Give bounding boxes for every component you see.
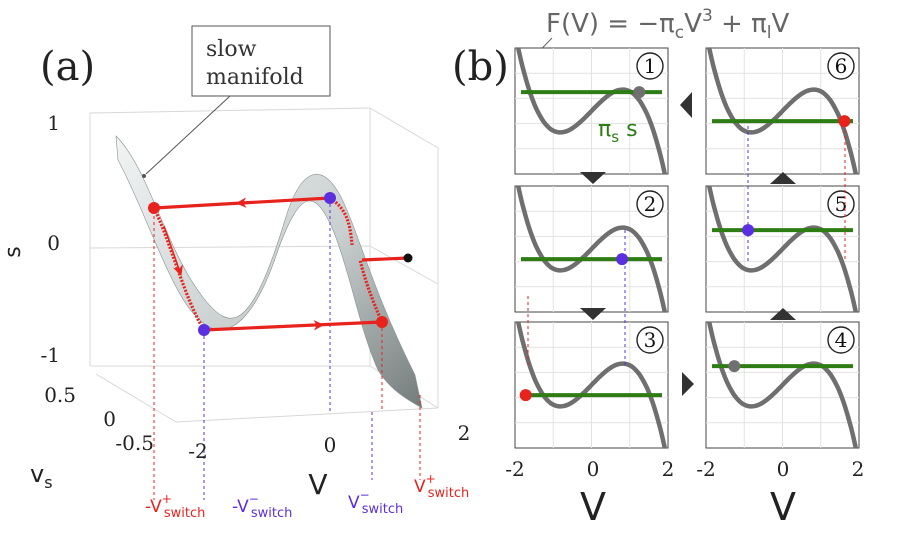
formula: F(V) = −πcV3 + πlV [546, 6, 789, 43]
switch-label-neg-plus: -V+ switch [145, 492, 205, 521]
x-tick-0: 0 [324, 433, 337, 457]
cubic-curve [515, 322, 668, 448]
callout-line-2: manifold [206, 65, 304, 90]
z-tick-0: 0 [47, 231, 60, 255]
state-marker [728, 360, 741, 373]
subplot-3: 3 [514, 321, 669, 449]
arrow-5-to-6 [770, 172, 796, 184]
step-number: 6 [835, 54, 848, 78]
subplots-group: 1 2 3 4 5 6 [514, 47, 860, 449]
panel-a-label: (a) [40, 44, 95, 90]
callout-pointer [145, 95, 231, 175]
step-number-circle [636, 52, 664, 80]
arrow-6-to-1 [680, 92, 692, 118]
switch-label-neg-minus: -V− switch [232, 492, 292, 521]
step-number-circle [827, 190, 855, 218]
step-number-circle [636, 190, 664, 218]
arrow-2-to-3 [580, 308, 606, 320]
callout-line-1: slow [206, 37, 257, 62]
b-left-x-axis-label: V [580, 485, 606, 529]
z-axis-label: s [1, 246, 26, 257]
cubic-curve [706, 322, 859, 448]
step-number-circle [827, 326, 855, 354]
step-number: 2 [644, 192, 657, 216]
arrow-4-to-5 [770, 308, 796, 320]
step-number: 4 [835, 328, 848, 352]
panel-b-label: (b) [452, 44, 509, 90]
marker-a-blue-top [324, 192, 336, 204]
panel-a-box [89, 107, 439, 423]
b-left-x-tick-0: 0 [587, 457, 600, 481]
b-right-x-tick-0: 0 [777, 457, 790, 481]
subplot-1: 1 [514, 47, 669, 175]
subplot-2: 2 [514, 185, 669, 313]
projection-lines [153, 198, 421, 500]
cubic-curve [515, 48, 668, 174]
x-tick-minus-2: -2 [188, 439, 207, 463]
switch-label-pos-minus: V− switch [348, 488, 403, 517]
state-marker [838, 115, 851, 128]
b-right-x-tick-minus-2: -2 [696, 457, 715, 481]
switch-label-pos-plus: V+ switch [414, 472, 469, 501]
b-left-x-tick-minus-2: -2 [505, 457, 524, 481]
state-marker [616, 253, 629, 266]
arrow-3-to-4 [682, 372, 694, 396]
b-left-x-tick-2: 2 [662, 457, 675, 481]
z-tick-minus-1: -1 [41, 343, 60, 367]
y-tick-0-5: 0.5 [44, 383, 76, 407]
b-right-x-axis-label: V [770, 485, 796, 529]
marker-a-red-left [148, 202, 160, 214]
slow-manifold-surface [115, 135, 423, 409]
b-right-x-tick-2: 2 [852, 457, 865, 481]
cubic-curve [706, 48, 859, 174]
marker-a-red-right [376, 316, 388, 328]
x-tick-2: 2 [458, 421, 471, 445]
step-number: 1 [644, 54, 657, 78]
step-number-circle [636, 326, 664, 354]
subplot-connectors [527, 124, 846, 368]
y-tick-0: 0 [103, 407, 116, 431]
state-marker [519, 389, 532, 402]
marker-a-start [403, 253, 413, 263]
y-tick-minus-0-5: -0.5 [115, 431, 154, 455]
marker-a-blue-bottom [198, 324, 210, 336]
z-tick-1: 1 [47, 111, 60, 135]
y-axis-label: vs [30, 460, 53, 492]
cubic-curve [706, 186, 859, 312]
subplot-5: 5 [705, 185, 860, 313]
step-number-circle [827, 52, 855, 80]
state-marker [633, 86, 646, 99]
step-number: 5 [835, 192, 848, 216]
callout-box [191, 25, 331, 97]
arrow-1-to-2 [580, 172, 606, 184]
x-axis-label: V [308, 468, 327, 501]
subplot-6: 6 [705, 47, 860, 175]
pi-s-label: πs s [598, 117, 638, 146]
step-number: 3 [644, 328, 657, 352]
subplot-4: 4 [705, 321, 860, 449]
cubic-curve [515, 186, 668, 312]
